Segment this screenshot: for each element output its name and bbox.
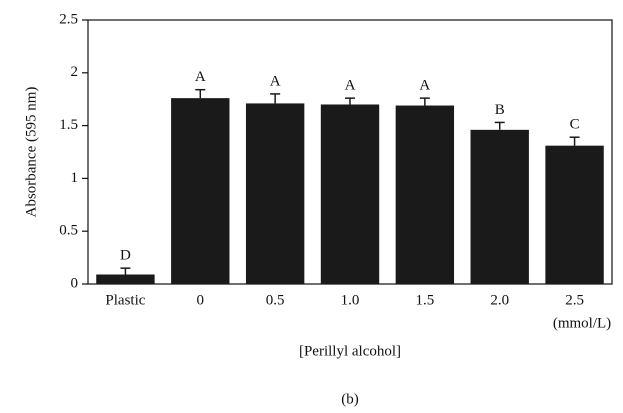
x-tick-label: 1.5 <box>415 292 434 308</box>
x-axis-label: [Perillyl alcohol] <box>299 343 401 359</box>
bar <box>470 129 529 284</box>
bar <box>320 104 380 284</box>
annotation: B <box>495 102 505 118</box>
x-tick-label: 2.0 <box>490 292 509 308</box>
y-tick-label: 0 <box>71 275 79 291</box>
bar <box>171 98 230 284</box>
x-tick-label: 0.5 <box>266 292 285 308</box>
bar <box>96 274 155 284</box>
y-axis-label: Absorbance (595 nm) <box>23 87 39 218</box>
bar <box>245 103 305 284</box>
x-tick-label: Plastic <box>105 292 145 308</box>
y-tick-label: 1.5 <box>59 117 78 133</box>
annotation: A <box>419 78 430 94</box>
x-tick-label: 1.0 <box>341 292 360 308</box>
y-tick-label: 0.5 <box>59 223 78 239</box>
y-tick-label: 2 <box>71 64 79 80</box>
annotation: A <box>345 78 356 94</box>
caption: (b) <box>341 391 359 407</box>
bar <box>395 105 455 284</box>
annotation: D <box>120 248 131 264</box>
annotation: A <box>195 69 206 85</box>
y-tick-label: 2.5 <box>59 11 78 27</box>
y-tick-label: 1 <box>71 170 79 186</box>
annotation: C <box>570 117 580 133</box>
annotation: A <box>270 73 281 89</box>
x-unit-label: (mmol/L) <box>553 315 611 331</box>
bar <box>545 145 604 284</box>
x-tick-label: 2.5 <box>565 292 584 308</box>
x-tick-label: 0 <box>197 292 205 308</box>
